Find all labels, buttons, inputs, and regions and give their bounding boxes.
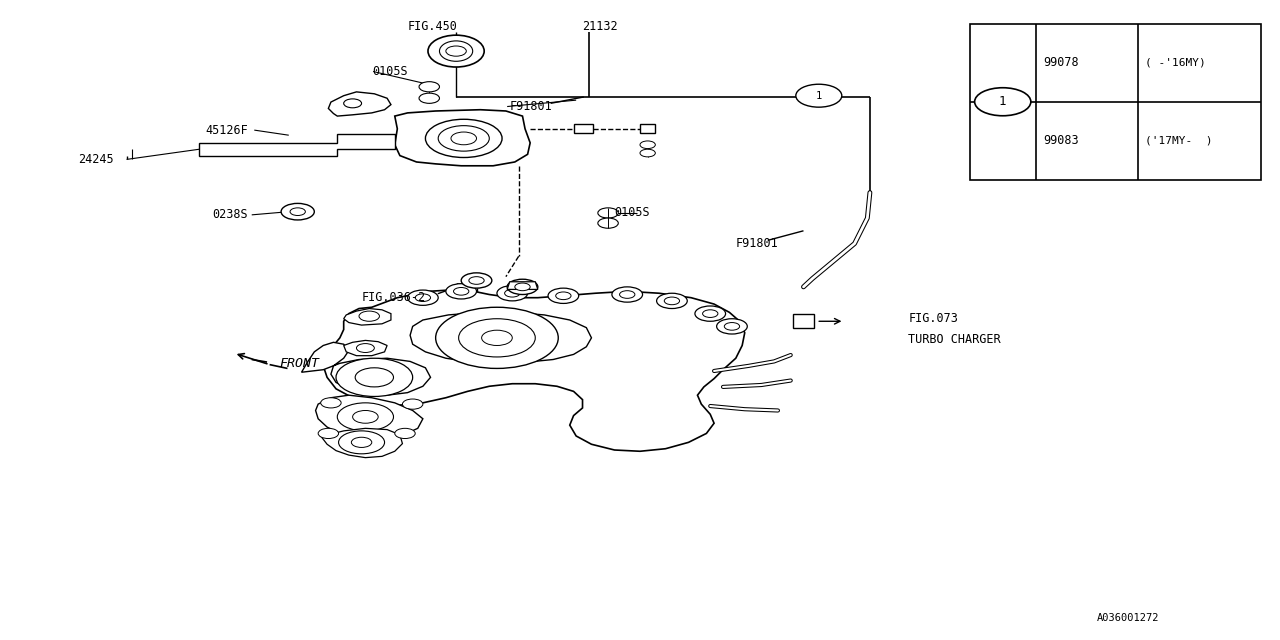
Polygon shape	[324, 289, 745, 451]
Circle shape	[319, 428, 339, 438]
Circle shape	[394, 428, 415, 438]
Circle shape	[425, 119, 502, 157]
Text: 99078: 99078	[1043, 56, 1079, 69]
Bar	[969, 24, 1261, 180]
Circle shape	[703, 310, 718, 317]
Text: 45126F: 45126F	[206, 124, 248, 136]
Polygon shape	[507, 282, 538, 289]
Circle shape	[402, 399, 422, 409]
Circle shape	[796, 84, 842, 107]
Circle shape	[640, 141, 655, 148]
Ellipse shape	[439, 41, 472, 61]
Circle shape	[282, 204, 315, 220]
Circle shape	[445, 46, 466, 56]
Polygon shape	[302, 342, 430, 395]
Circle shape	[548, 288, 579, 303]
Circle shape	[415, 294, 430, 301]
Circle shape	[355, 368, 393, 387]
Circle shape	[481, 330, 512, 346]
Polygon shape	[316, 395, 422, 438]
Polygon shape	[410, 312, 591, 364]
Circle shape	[612, 287, 643, 302]
Circle shape	[620, 291, 635, 298]
Text: F91801: F91801	[509, 100, 553, 113]
Circle shape	[451, 132, 476, 145]
Circle shape	[321, 397, 342, 408]
Circle shape	[351, 437, 371, 447]
Circle shape	[458, 319, 535, 357]
Bar	[573, 124, 593, 133]
Text: TURBO CHARGER: TURBO CHARGER	[909, 333, 1001, 346]
Circle shape	[352, 410, 378, 423]
Circle shape	[453, 287, 468, 295]
Circle shape	[419, 93, 439, 103]
Circle shape	[461, 273, 492, 288]
Circle shape	[497, 285, 527, 301]
Polygon shape	[321, 428, 402, 458]
Circle shape	[598, 218, 618, 228]
Bar	[640, 124, 655, 133]
Circle shape	[438, 125, 489, 151]
Circle shape	[337, 358, 412, 396]
Circle shape	[338, 403, 393, 431]
Circle shape	[291, 208, 306, 216]
Circle shape	[657, 293, 687, 308]
Text: ('17MY-  ): ('17MY- )	[1144, 136, 1212, 146]
Ellipse shape	[428, 35, 484, 67]
Text: FIG.073: FIG.073	[909, 312, 959, 325]
Circle shape	[515, 283, 530, 291]
Circle shape	[724, 323, 740, 330]
Polygon shape	[394, 109, 530, 166]
Circle shape	[407, 290, 438, 305]
Circle shape	[419, 82, 439, 92]
Text: 99083: 99083	[1043, 134, 1079, 147]
Circle shape	[640, 149, 655, 157]
Text: 0238S: 0238S	[212, 209, 248, 221]
Text: A036001272: A036001272	[1097, 613, 1160, 623]
Polygon shape	[200, 134, 394, 156]
Circle shape	[717, 319, 748, 334]
Circle shape	[664, 297, 680, 305]
Circle shape	[598, 208, 618, 218]
Polygon shape	[344, 340, 387, 356]
Text: FRONT: FRONT	[280, 357, 320, 370]
Polygon shape	[344, 308, 390, 325]
Circle shape	[695, 306, 726, 321]
Circle shape	[556, 292, 571, 300]
Circle shape	[974, 88, 1030, 116]
Text: FIG.036-2: FIG.036-2	[361, 291, 426, 304]
Circle shape	[356, 344, 374, 353]
Circle shape	[344, 99, 361, 108]
Text: 1: 1	[815, 91, 822, 100]
Circle shape	[504, 289, 520, 297]
Text: 21132: 21132	[582, 20, 618, 33]
Circle shape	[507, 279, 538, 294]
Text: 0105S: 0105S	[614, 207, 650, 220]
Polygon shape	[329, 92, 390, 116]
Bar	[794, 314, 814, 328]
Text: 0105S: 0105S	[371, 65, 407, 78]
Text: FIG.450: FIG.450	[407, 20, 457, 33]
Text: 1: 1	[998, 95, 1006, 108]
Circle shape	[468, 276, 484, 284]
Circle shape	[435, 307, 558, 369]
Circle shape	[445, 284, 476, 299]
Text: F91801: F91801	[736, 237, 778, 250]
Circle shape	[339, 431, 384, 454]
Text: 24245: 24245	[78, 153, 114, 166]
Circle shape	[358, 311, 379, 321]
Text: ( -'16MY): ( -'16MY)	[1144, 58, 1206, 68]
